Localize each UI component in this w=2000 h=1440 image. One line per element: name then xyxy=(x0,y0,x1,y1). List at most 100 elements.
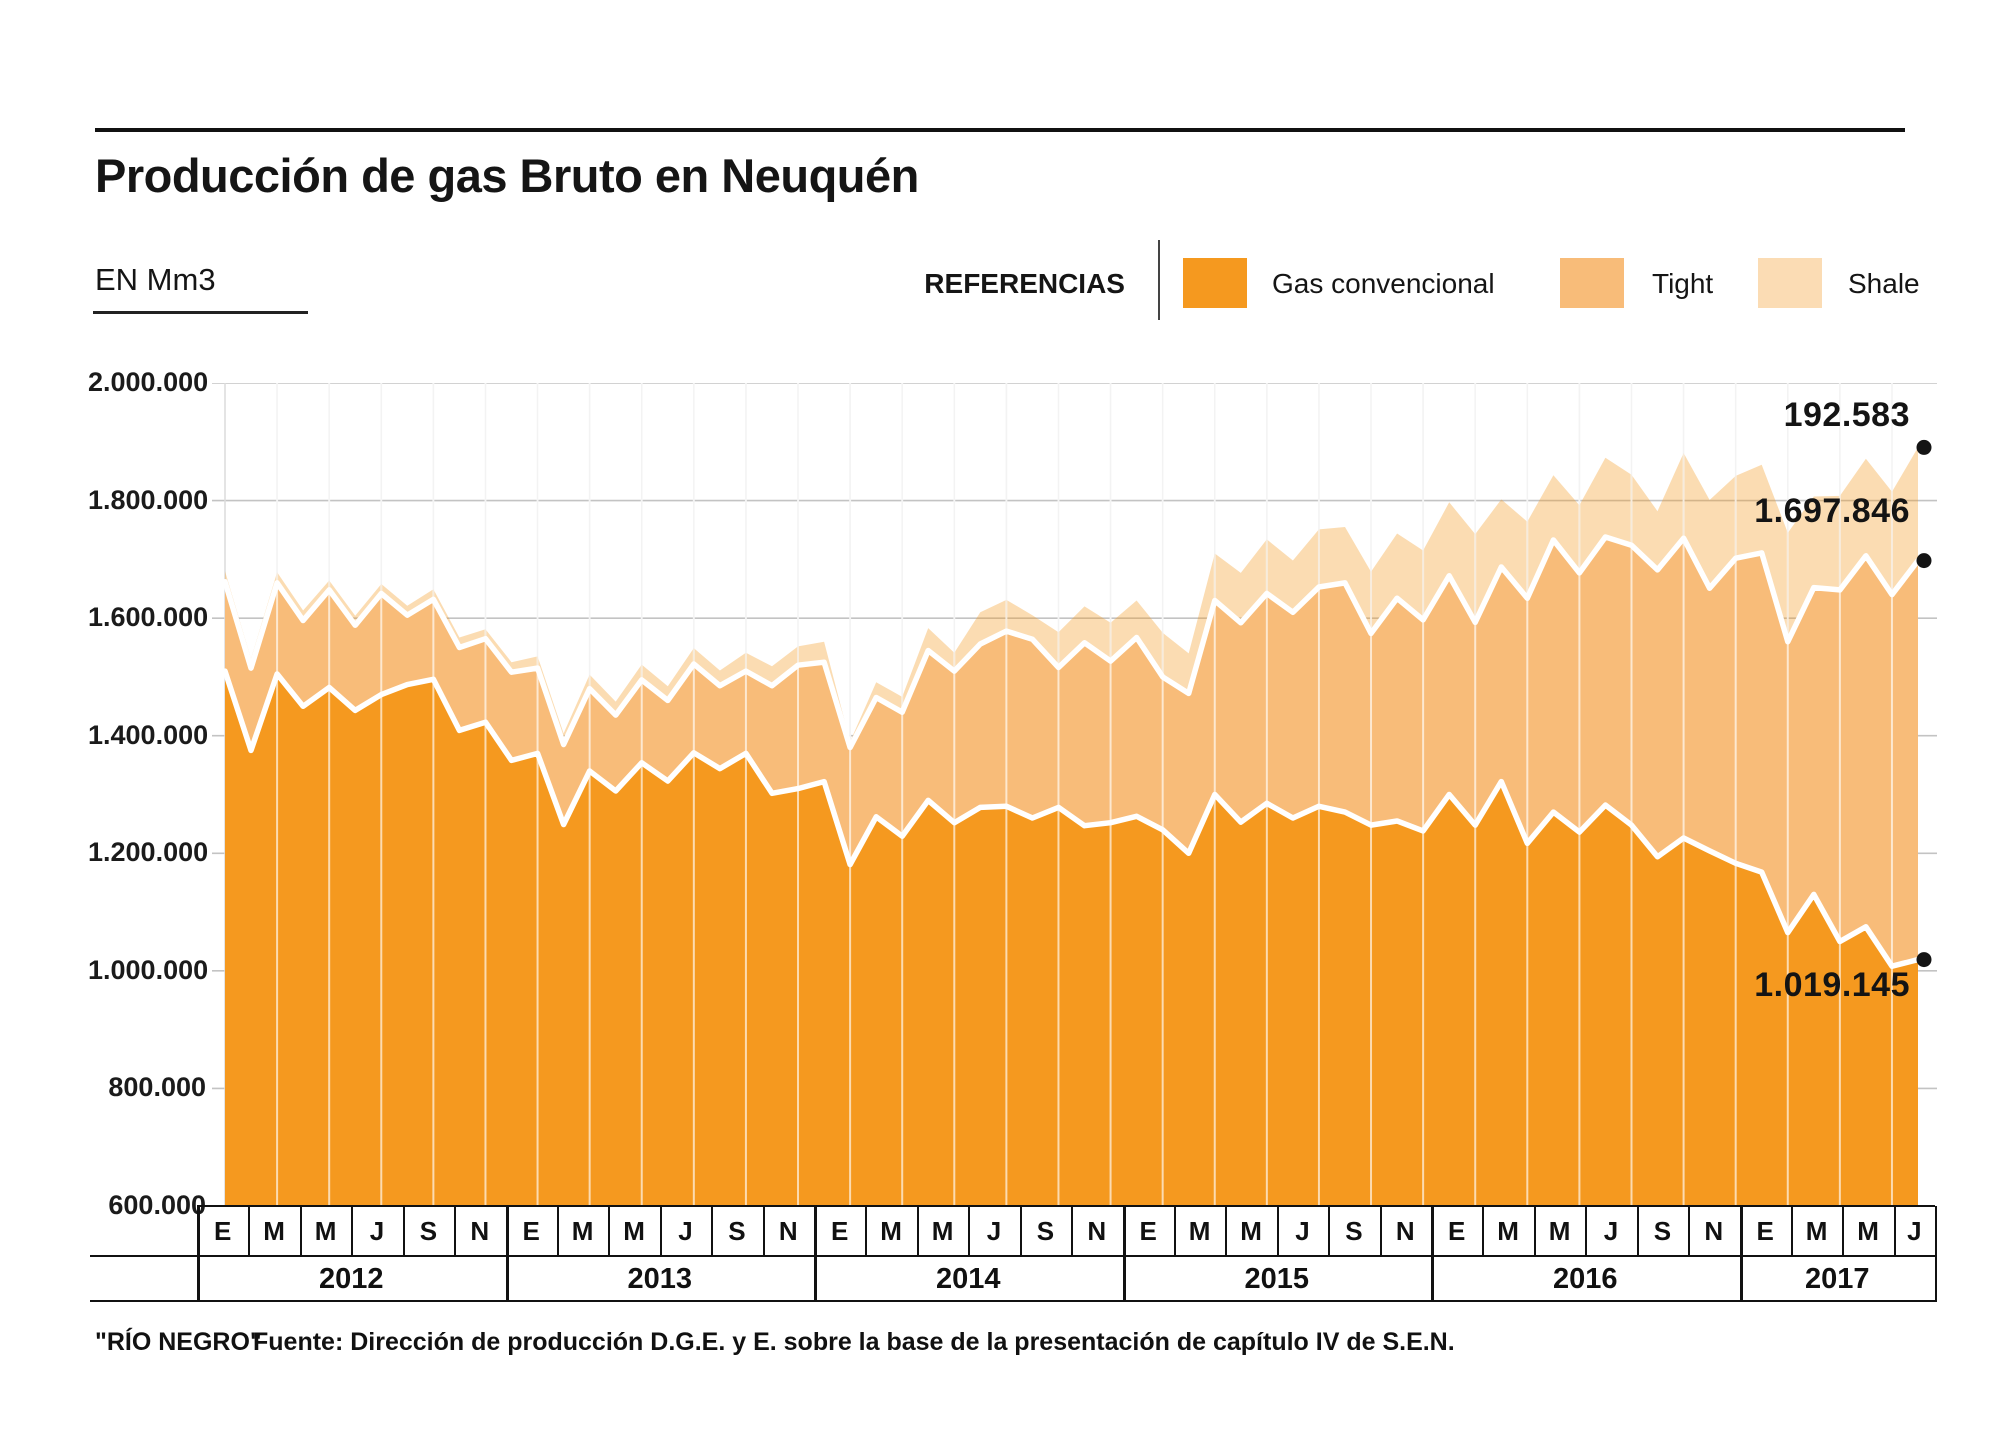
y-tick-label: 1.600.000 xyxy=(88,602,209,633)
month-label-2016-0: E xyxy=(1448,1216,1466,1246)
source: Fuente: Dirección de producción D.G.E. y… xyxy=(253,1328,1455,1356)
area-gas-convencional xyxy=(225,671,1918,1206)
legend-swatch-tight xyxy=(1560,258,1624,308)
month-label-2017-1: M xyxy=(1805,1216,1828,1246)
year-label-2016: 2016 xyxy=(1552,1263,1618,1295)
month-label-2017-2: M xyxy=(1857,1216,1879,1246)
year-divider xyxy=(197,1206,200,1302)
page-title: Producción de gas Bruto en Neuquén xyxy=(95,149,919,202)
month-divider xyxy=(1276,1206,1279,1256)
month-divider xyxy=(1379,1206,1382,1256)
month-divider xyxy=(1071,1206,1074,1256)
month-label-2014-3: J xyxy=(986,1216,1002,1246)
month-divider xyxy=(1790,1206,1793,1256)
month-label-2012-0: E xyxy=(214,1216,232,1246)
axis-end-border xyxy=(1935,1206,1937,1302)
month-divider xyxy=(968,1206,971,1256)
month-divider xyxy=(1585,1206,1588,1256)
unit-underline xyxy=(93,311,308,314)
month-label-2015-1: M xyxy=(1188,1216,1211,1246)
legend-swatch-gas-convencional xyxy=(1183,258,1247,308)
month-label-2015-5: N xyxy=(1395,1216,1415,1246)
month-divider xyxy=(1636,1206,1639,1256)
y-tick-label: 1.400.000 xyxy=(88,719,209,750)
month-label-2014-2: M xyxy=(931,1216,954,1246)
month-label-2014-0: E xyxy=(831,1216,849,1246)
legend-label-tight: Tight xyxy=(1652,268,1714,299)
y-tick-label: 1.800.000 xyxy=(88,484,209,515)
year-divider xyxy=(814,1206,817,1302)
legend-divider xyxy=(1158,240,1160,320)
legend-label-gas-convencional: Gas convencional xyxy=(1272,268,1495,299)
year-label-2017: 2017 xyxy=(1804,1263,1870,1295)
legend-title: REFERENCIAS xyxy=(924,268,1125,299)
month-label-2017-0: E xyxy=(1756,1216,1774,1246)
month-label-2014-1: M xyxy=(880,1216,902,1246)
line-conventional xyxy=(222,668,1921,969)
month-divider xyxy=(916,1206,919,1256)
month-divider xyxy=(762,1206,765,1256)
month-divider xyxy=(1019,1206,1022,1256)
month-divider xyxy=(1328,1206,1331,1256)
month-label-2014-4: S xyxy=(1036,1216,1055,1246)
year-label-2014: 2014 xyxy=(935,1263,1001,1295)
month-divider xyxy=(1533,1206,1536,1256)
month-divider xyxy=(556,1206,559,1256)
month-divider xyxy=(1842,1206,1845,1256)
month-divider xyxy=(865,1206,868,1256)
month-label-2013-5: N xyxy=(778,1216,798,1246)
month-divider xyxy=(1482,1206,1485,1256)
area-shale xyxy=(225,447,1918,748)
month-label-2015-4: S xyxy=(1345,1216,1363,1246)
month-label-2016-5: N xyxy=(1704,1216,1724,1246)
month-divider xyxy=(402,1206,405,1256)
month-label-2015-3: J xyxy=(1295,1216,1310,1246)
x-axis-baseline xyxy=(197,1205,1935,1207)
year-row-border xyxy=(90,1300,1935,1302)
year-divider xyxy=(1122,1206,1126,1302)
month-divider xyxy=(659,1206,662,1256)
month-label-2013-3: J xyxy=(678,1216,693,1246)
y-tick-label: 1.000.000 xyxy=(88,954,209,985)
month-label-2016-2: M xyxy=(1548,1216,1571,1246)
month-divider xyxy=(1173,1206,1176,1256)
month-label-2012-5: N xyxy=(470,1216,490,1246)
month-label-2017-3: J xyxy=(1907,1216,1922,1246)
month-label-2012-1: M xyxy=(263,1216,285,1246)
y-tick-label: 2.000.000 xyxy=(88,367,209,397)
month-row-border xyxy=(90,1255,1935,1257)
month-label-2012-4: S xyxy=(419,1216,438,1246)
stacked-area-chart xyxy=(212,383,1937,1206)
annotation-conventional-value: 1.019.145 xyxy=(1754,966,1910,1004)
y-tick-label: 800.000 xyxy=(108,1072,206,1103)
month-divider xyxy=(351,1206,354,1256)
annotation-shale-value: 192.583 xyxy=(1783,396,1910,434)
y-tick-label: 600.000 xyxy=(108,1189,206,1220)
month-divider xyxy=(711,1206,714,1256)
month-label-2016-3: J xyxy=(1603,1216,1619,1246)
credit: "RÍO NEGRO" xyxy=(95,1328,262,1356)
year-label-2013: 2013 xyxy=(627,1263,692,1295)
legend-swatch-shale xyxy=(1758,258,1822,308)
month-label-2013-0: E xyxy=(522,1216,540,1246)
y-tick-label: 1.200.000 xyxy=(88,837,209,868)
month-label-2014-5: N xyxy=(1087,1216,1107,1246)
month-label-2016-1: M xyxy=(1497,1216,1519,1246)
month-divider xyxy=(1893,1206,1896,1256)
month-divider xyxy=(1225,1206,1228,1256)
dot-conv-plus-tight-end xyxy=(1916,553,1932,569)
year-divider xyxy=(505,1206,509,1302)
month-label-2015-0: E xyxy=(1139,1216,1157,1246)
month-divider xyxy=(454,1206,457,1256)
legend-label-shale: Shale xyxy=(1848,268,1920,299)
annotation-conv-plus-tight-value: 1.697.846 xyxy=(1754,492,1910,530)
year-divider xyxy=(1739,1206,1743,1302)
top-rule xyxy=(95,128,1905,132)
month-divider xyxy=(248,1206,251,1256)
year-label-2015: 2015 xyxy=(1244,1263,1309,1295)
month-label-2013-4: S xyxy=(728,1216,746,1246)
month-label-2013-2: M xyxy=(623,1216,645,1246)
month-label-2016-4: S xyxy=(1653,1216,1672,1246)
line-conv-plus-tight xyxy=(222,534,1921,751)
